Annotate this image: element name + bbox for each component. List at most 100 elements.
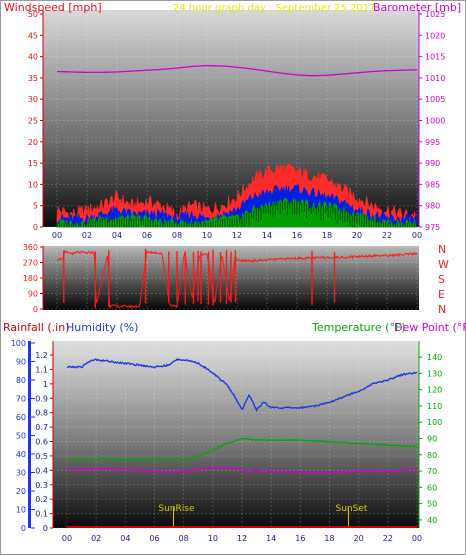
dew-point-axis-title: Dew Point (°F) — [394, 321, 466, 334]
temperature-tick-label: 120 — [427, 386, 442, 395]
temperature-tick-label: 60 — [427, 483, 437, 492]
temperature-tick-label: 100 — [427, 418, 442, 427]
humidity-tick-label: 20 — [16, 487, 26, 496]
temperature-tick-label: 110 — [427, 402, 442, 411]
rainfall-axis-title: Rainfall (.in) — [3, 321, 70, 334]
humidity-time-label: 06 — [149, 534, 159, 543]
humidity-time-label: 00 — [412, 534, 422, 543]
graph-day-title: 24 hour graph day : September 25 2017 — [173, 3, 375, 14]
humidity-tick-label: 100 — [11, 339, 26, 348]
humidity-time-label: 10 — [208, 534, 218, 543]
rain-tick-label: 0.5 — [35, 452, 48, 461]
humidity-tick-label: 0 — [21, 524, 26, 533]
compass-label: S — [438, 273, 445, 286]
barometer-axis-ticks: 975 980 985 990 995 1000 1005 1010 1015 1020 1025 — [419, 10, 445, 232]
wind-gridlines — [43, 10, 419, 228]
barometer-axis-title: Barometer [mb] — [373, 1, 461, 14]
wind-time-label: 16 — [292, 231, 302, 240]
compass-label: N — [438, 243, 446, 256]
rain-tick-label: 0.4 — [35, 466, 48, 475]
humidity-time-label: 08 — [179, 534, 189, 543]
direction-tick-label: 180 — [23, 274, 38, 283]
humidity-temperature-series — [66, 358, 418, 528]
humidity-time-label: 14 — [266, 534, 276, 543]
wind-axis-ticks: 0 5 10 15 20 25 30 35 40 45 50 — [28, 10, 43, 232]
rain-tick-label: 1 — [43, 380, 48, 389]
wind-tick-label: 0 — [33, 223, 38, 232]
barometer-tick-label: 980 — [425, 202, 440, 211]
rain-tick-label: 0.3 — [35, 481, 48, 490]
temperature-tick-label: 40 — [427, 516, 437, 525]
barometer-tick-label: 975 — [425, 223, 440, 232]
wind-time-label: 22 — [382, 231, 392, 240]
temperature-axis-ticks: 40 50 60 70 80 90 100 110 120 130 140 — [419, 353, 442, 525]
temperature-tick-label: 50 — [427, 500, 437, 509]
rain-tick-label: 0 — [43, 524, 48, 533]
wind-time-label: 18 — [322, 231, 332, 240]
barometer-tick-label: 1010 — [425, 74, 445, 83]
wind-direction-line — [56, 250, 418, 310]
wind-tick-label: 25 — [28, 117, 38, 126]
direction-axis-ticks: 0 90 180 270 360 — [23, 243, 43, 314]
direction-tick-label: 0 — [33, 305, 38, 314]
wind-tick-label: 5 — [33, 202, 38, 211]
rain-tick-label: 0.7 — [35, 423, 48, 432]
wind-time-label: 10 — [202, 231, 212, 240]
rain-tick-label: 1.2 — [35, 351, 48, 360]
barometer-line — [57, 64, 417, 77]
compass-label: N — [438, 303, 446, 316]
humidity-tick-label: 60 — [16, 413, 26, 422]
humidity-plot-background — [53, 341, 419, 528]
temperature-tick-label: 80 — [427, 451, 437, 460]
temperature-line — [67, 437, 418, 461]
humidity-tick-label: 30 — [16, 469, 26, 478]
humidity-tick-label: 50 — [16, 432, 26, 441]
barometer-tick-label: 1005 — [425, 95, 445, 104]
humidity-tick-label: 80 — [16, 376, 26, 385]
wind-tick-label: 40 — [28, 53, 38, 62]
rain-tick-label: 1.1 — [35, 365, 48, 374]
rain-tick-label: 0.8 — [35, 409, 48, 418]
temperature-tick-label: 130 — [427, 369, 442, 378]
compass-label: W — [438, 258, 449, 271]
rain-tick-label: 0.1 — [35, 510, 48, 519]
sun-events: SunRise SunSet — [158, 504, 368, 528]
humidity-time-ticks: 00 02 04 06 08 10 12 14 16 18 20 22 00 — [62, 534, 422, 543]
temperature-tick-label: 70 — [427, 467, 437, 476]
barometer-tick-label: 1025 — [425, 10, 445, 19]
temperature-tick-label: 90 — [427, 435, 437, 444]
wind-tick-label: 15 — [28, 159, 38, 168]
barometer-tick-label: 990 — [425, 159, 440, 168]
wind-time-label: 06 — [142, 231, 152, 240]
direction-tick-label: 270 — [23, 259, 38, 268]
humidity-time-label: 02 — [91, 534, 101, 543]
rain-axis-ticks: 0 0.1 0.2 0.3 0.4 0.5 0.6 0.7 0.8 0.9 1 1.1 1.2 — [35, 351, 53, 533]
dew-point-line — [66, 466, 418, 475]
wind-tick-label: 35 — [28, 74, 38, 83]
humidity-tick-label: 90 — [16, 358, 26, 367]
wind-minimum-spikes — [56, 201, 418, 227]
rain-tick-label: 0.2 — [35, 495, 48, 504]
humidity-axis-ticks: 0 10 20 30 40 50 60 70 80 90 100 — [11, 339, 35, 533]
humidity-axis-title: Humidity (%) — [66, 321, 138, 334]
wind-time-label: 12 — [232, 231, 242, 240]
temperature-tick-label: 140 — [427, 353, 442, 362]
wind-time-label: 08 — [172, 231, 182, 240]
humidity-axis-bar — [28, 341, 31, 528]
sun-event-label: SunRise — [158, 504, 195, 514]
wind-plot-background — [43, 10, 419, 227]
wind-time-label: 00 — [52, 231, 62, 240]
wind-time-ticks: 00 02 04 06 08 10 12 14 16 18 20 22 00 — [52, 231, 422, 240]
rain-tick-label: 0.9 — [35, 394, 48, 403]
wind-time-label: 02 — [82, 231, 92, 240]
barometer-tick-label: 1015 — [425, 53, 445, 62]
humidity-time-label: 12 — [237, 534, 247, 543]
rain-tick-label: 0.6 — [35, 438, 48, 447]
direction-tick-label: 360 — [23, 243, 38, 252]
